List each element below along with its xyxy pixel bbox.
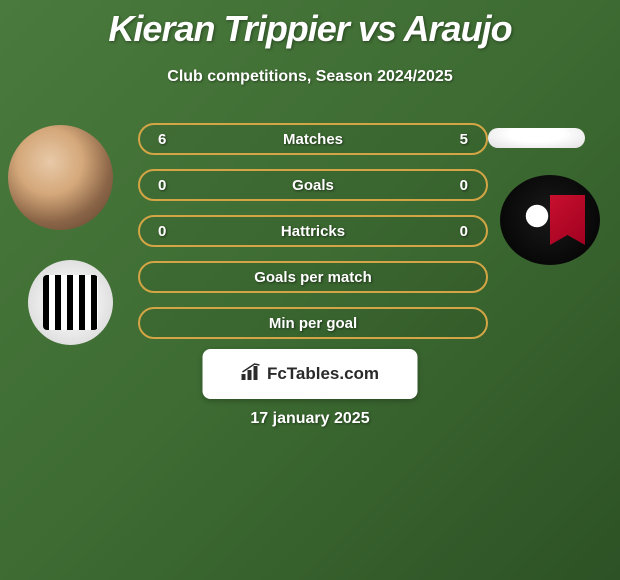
stat-row-matches: 6 Matches 5 (138, 123, 488, 155)
stat-label: Min per goal (269, 315, 357, 332)
player-right-photo (488, 128, 585, 148)
team-badge-right (500, 175, 600, 265)
date-text: 17 january 2025 (250, 410, 369, 428)
stat-right-value: 5 (448, 131, 468, 148)
stat-right-value: 0 (448, 177, 468, 194)
team-badge-left (28, 260, 113, 345)
stat-label: Goals per match (254, 269, 372, 286)
stats-container: 6 Matches 5 0 Goals 0 0 Hattricks 0 Goal… (138, 123, 488, 353)
subtitle: Club competitions, Season 2024/2025 (0, 68, 620, 86)
stat-row-goals-per-match: Goals per match (138, 261, 488, 293)
page-title: Kieran Trippier vs Araujo (0, 0, 620, 50)
stat-left-value: 0 (158, 223, 178, 240)
stat-row-goals: 0 Goals 0 (138, 169, 488, 201)
stat-row-hattricks: 0 Hattricks 0 (138, 215, 488, 247)
stat-left-value: 0 (158, 177, 178, 194)
stat-label: Matches (283, 131, 343, 148)
stat-row-min-per-goal: Min per goal (138, 307, 488, 339)
watermark-badge: FcTables.com (203, 349, 418, 399)
player-left-photo (8, 125, 113, 230)
stat-label: Hattricks (281, 223, 345, 240)
watermark-text: FcTables.com (267, 364, 379, 384)
stat-label: Goals (292, 177, 334, 194)
stat-left-value: 6 (158, 131, 178, 148)
stat-right-value: 0 (448, 223, 468, 240)
chart-icon (241, 363, 263, 386)
